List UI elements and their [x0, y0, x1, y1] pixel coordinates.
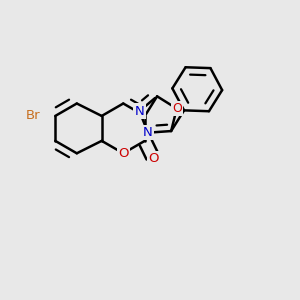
- Text: O: O: [148, 152, 159, 165]
- Text: O: O: [172, 102, 182, 115]
- Text: N: N: [143, 126, 153, 139]
- Text: Br: Br: [26, 110, 40, 122]
- Text: N: N: [134, 105, 144, 118]
- Text: O: O: [118, 147, 128, 160]
